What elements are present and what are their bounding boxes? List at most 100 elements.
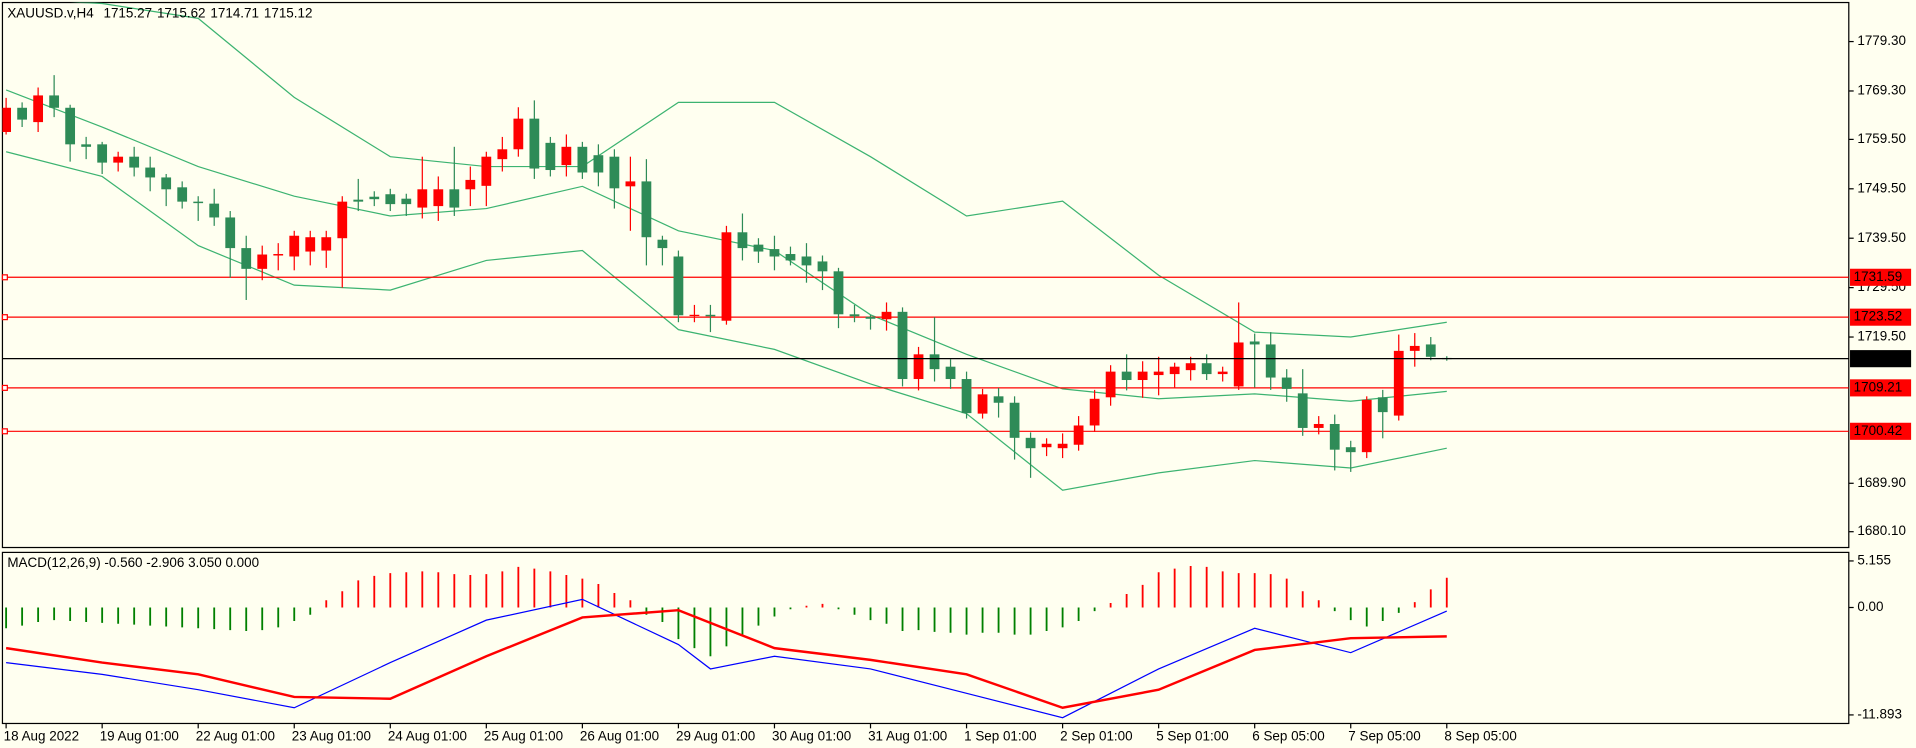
y-tick-label: 1769.30	[1857, 83, 1906, 98]
candle-body	[273, 254, 284, 256]
x-tick-label: 18 Aug 2022	[4, 728, 79, 743]
level-label-box	[1850, 379, 1912, 397]
candle-body	[897, 311, 908, 380]
candle-body	[1281, 377, 1292, 389]
y-tick-label: 1719.50	[1857, 329, 1906, 344]
candle-body	[193, 201, 204, 204]
x-tick-label: 23 Aug 01:00	[292, 728, 371, 743]
candle-body	[593, 155, 604, 173]
candle-body	[961, 379, 972, 414]
x-tick-label: 29 Aug 01:00	[676, 728, 755, 743]
candle-body	[929, 354, 940, 370]
candle-body	[513, 118, 524, 150]
axes: 1779.301769.301759.501749.501739.501729.…	[1, 33, 1912, 743]
y-tick-label: 1759.50	[1857, 131, 1906, 146]
candle-body	[1361, 399, 1372, 453]
x-tick-label: 30 Aug 01:00	[772, 728, 851, 743]
candle-body	[97, 144, 108, 163]
candle-body	[161, 177, 172, 190]
candle-body	[1249, 341, 1260, 345]
candle-body	[785, 254, 796, 261]
candle-body	[977, 394, 988, 414]
candle-body	[545, 142, 556, 171]
candle-body	[993, 396, 1004, 403]
candle-body	[1297, 393, 1308, 428]
candle-body	[801, 256, 812, 266]
x-tick-label: 1 Sep 01:00	[964, 728, 1036, 743]
level-label-box	[1850, 308, 1912, 326]
candle-body	[1009, 402, 1020, 438]
candle-body	[577, 146, 588, 173]
indicator-line	[5, 608, 1447, 710]
candle-body	[913, 354, 924, 380]
candle-body	[817, 261, 828, 272]
candle-body	[657, 239, 668, 249]
candle-body	[1089, 398, 1100, 426]
candle-body	[113, 156, 124, 163]
candle-body	[689, 314, 700, 317]
candle-body	[1313, 423, 1324, 428]
macd-plot	[5, 565, 1448, 719]
candle-body	[337, 201, 348, 239]
symbol-header: XAUUSD.v,H4 1715.27 1715.62 1714.71 1715.12	[7, 5, 312, 20]
last-high: 1715.62	[157, 5, 206, 20]
y-tick-label: 0.00	[1857, 599, 1883, 614]
main-plot	[2, 2, 1849, 491]
candle-body	[1201, 363, 1212, 375]
candle-body	[225, 217, 236, 249]
candle-body	[353, 199, 364, 202]
candle-body	[497, 149, 508, 160]
level-anchor	[1, 384, 8, 391]
candle-body	[2, 107, 11, 132]
candle-body	[1105, 371, 1116, 398]
symbol: XAUUSD.v,H4	[7, 5, 94, 20]
candle-body	[481, 156, 492, 186]
candle-body	[849, 314, 860, 317]
candle-body	[257, 254, 268, 269]
candle-body	[417, 189, 428, 208]
candle-body	[1393, 350, 1404, 416]
candle-body	[1345, 447, 1356, 453]
candle-body	[369, 196, 380, 200]
candle-body	[1121, 371, 1132, 381]
candle-body	[49, 95, 60, 108]
candle-body	[449, 189, 460, 208]
y-tick-label: 5.155	[1857, 552, 1891, 567]
candle-body	[241, 248, 252, 269]
candle-body	[65, 107, 76, 145]
candle-body	[721, 232, 732, 321]
x-tick-label: 2 Sep 01:00	[1060, 728, 1132, 743]
candle-body	[561, 146, 572, 166]
level-label-box	[1850, 422, 1912, 440]
candle-body	[1073, 425, 1084, 445]
y-tick-label: -11.893	[1857, 706, 1902, 721]
x-tick-label: 26 Aug 01:00	[580, 728, 659, 743]
candle-body	[1025, 437, 1036, 449]
last-low: 1714.71	[210, 5, 259, 20]
candle-body	[609, 156, 620, 189]
candle-body	[865, 316, 876, 319]
candle-body	[1233, 342, 1244, 387]
candle-body	[1153, 371, 1164, 376]
level-label-box	[1850, 268, 1912, 286]
candle-body	[1057, 443, 1068, 449]
x-tick-label: 7 Sep 05:00	[1348, 728, 1420, 743]
price-label: 1715.12	[1854, 350, 1903, 365]
candle-body	[433, 189, 444, 207]
candle-body	[1041, 443, 1052, 448]
macd-frame	[1, 551, 1850, 725]
candle-body	[209, 203, 220, 218]
candle-body	[33, 95, 44, 123]
candle-body	[1425, 344, 1436, 357]
macd-header: MACD(12,26,9) -0.560 -2.906 3.050 0.000	[7, 555, 259, 570]
candle-body	[833, 271, 844, 315]
candle-body	[385, 194, 396, 205]
price-label-box	[1850, 350, 1912, 368]
candle-body	[81, 144, 92, 147]
level-label: 1700.42	[1854, 423, 1903, 438]
candle-body	[625, 181, 636, 187]
candle-body	[737, 232, 748, 249]
y-tick-label: 1689.90	[1857, 475, 1906, 490]
x-tick-label: 31 Aug 01:00	[868, 728, 947, 743]
